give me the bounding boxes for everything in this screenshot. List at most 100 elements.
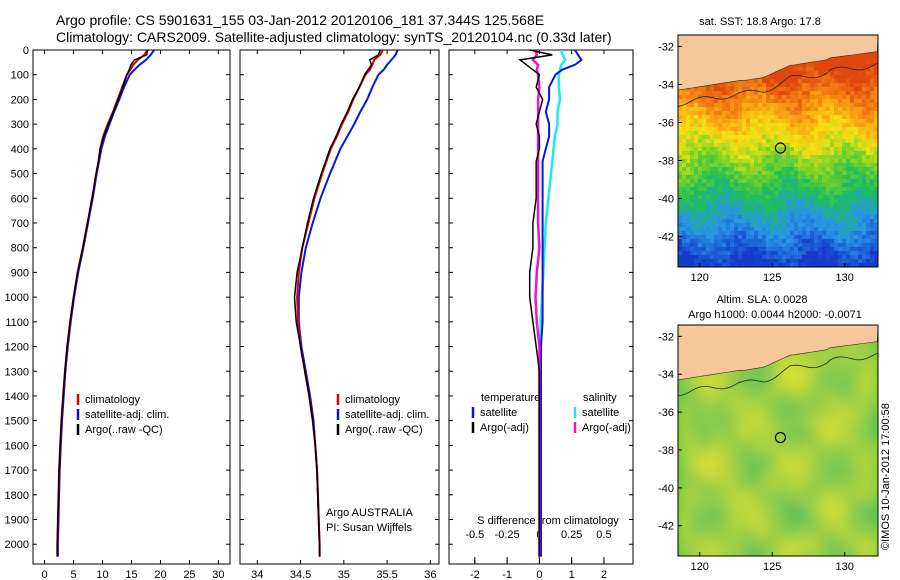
map-cell [850, 263, 855, 267]
map-cell [850, 127, 855, 132]
map-cell [810, 115, 815, 120]
map-cell [806, 67, 811, 72]
map-cell [742, 231, 747, 236]
map-cell [854, 115, 859, 120]
x-tick-label: 1 [569, 569, 575, 580]
map-cell [758, 99, 763, 104]
map-cell [842, 259, 847, 264]
map-cell [734, 239, 739, 244]
map-cell [698, 425, 709, 436]
map-cell [826, 219, 831, 224]
map-cell [758, 127, 763, 132]
map-cell [830, 79, 835, 84]
map-cell [742, 255, 747, 260]
map-cell [682, 239, 687, 244]
map-cell [682, 227, 687, 232]
map-cell [766, 175, 771, 180]
map-cell [798, 187, 803, 192]
map-cell [734, 143, 739, 148]
map-cell [718, 163, 723, 168]
map-cell [858, 445, 869, 456]
map-cell [728, 455, 739, 466]
map-cell [810, 251, 815, 256]
map-cell [838, 87, 843, 92]
map-cell [698, 385, 709, 396]
map-cell [786, 111, 791, 116]
map-cell [826, 255, 831, 260]
map-cell [858, 395, 869, 406]
map-cell [806, 91, 811, 96]
map-cell [806, 135, 811, 140]
map-cell [806, 259, 811, 264]
map-cell [862, 187, 867, 192]
map-cell [746, 195, 751, 200]
map-cell [818, 95, 823, 100]
map-cell [782, 215, 787, 220]
map-cell [850, 251, 855, 256]
map-cell [754, 263, 759, 267]
map-cell [818, 207, 823, 212]
map-cell [788, 375, 799, 386]
map-cell [866, 99, 871, 104]
map-cell [778, 75, 783, 80]
map-cell [794, 83, 799, 88]
map-cell [870, 147, 875, 152]
map-cell [826, 107, 831, 112]
map-cell [866, 167, 871, 172]
map-cell [734, 147, 739, 152]
map-cell [682, 251, 687, 256]
map-cell [778, 251, 783, 256]
map-cell [774, 155, 779, 160]
map-cell [786, 135, 791, 140]
map-cell [714, 223, 719, 228]
map-cell [722, 99, 727, 104]
map-cell [778, 375, 789, 386]
map-cell [790, 263, 795, 267]
map-cell [718, 415, 729, 426]
map-cell [862, 147, 867, 152]
map-cell [858, 345, 869, 356]
map-cell [718, 155, 723, 160]
map-cell [702, 139, 707, 144]
map-cell [698, 203, 703, 208]
map-cell [694, 151, 699, 156]
map-cell [762, 219, 767, 224]
map-cell [808, 385, 819, 396]
map-cell [818, 259, 823, 264]
map-cell [762, 175, 767, 180]
map-cell [694, 195, 699, 200]
map-cell [694, 159, 699, 164]
map-cell [698, 515, 709, 526]
map-cell [734, 99, 739, 104]
map-cell [750, 207, 755, 212]
map-cell [678, 247, 683, 252]
map-cell [822, 171, 827, 176]
map-cell [838, 445, 849, 456]
map-cell [758, 435, 769, 446]
map-cell [774, 179, 779, 184]
map-cell [854, 127, 859, 132]
map-cell [748, 505, 759, 516]
map-cell [838, 223, 843, 228]
map-cell [726, 99, 731, 104]
map-cell [794, 131, 799, 136]
map-cell [806, 79, 811, 84]
map-cell [766, 103, 771, 108]
map-cell [838, 199, 843, 204]
map-cell [770, 243, 775, 248]
map-cell [738, 405, 749, 416]
map-cell [786, 227, 791, 232]
map-cell [810, 147, 815, 152]
map-cell [758, 259, 763, 264]
map-cell [770, 219, 775, 224]
map-cell [870, 179, 875, 184]
map-cell [846, 103, 851, 108]
map-cell [688, 505, 699, 516]
map-cell [758, 485, 769, 496]
map-cell [734, 231, 739, 236]
map-cell [766, 239, 771, 244]
map-cell [794, 171, 799, 176]
map-cell [846, 263, 851, 267]
map-cell [798, 63, 803, 68]
legend-entry: Argo(-adj) [480, 422, 529, 434]
